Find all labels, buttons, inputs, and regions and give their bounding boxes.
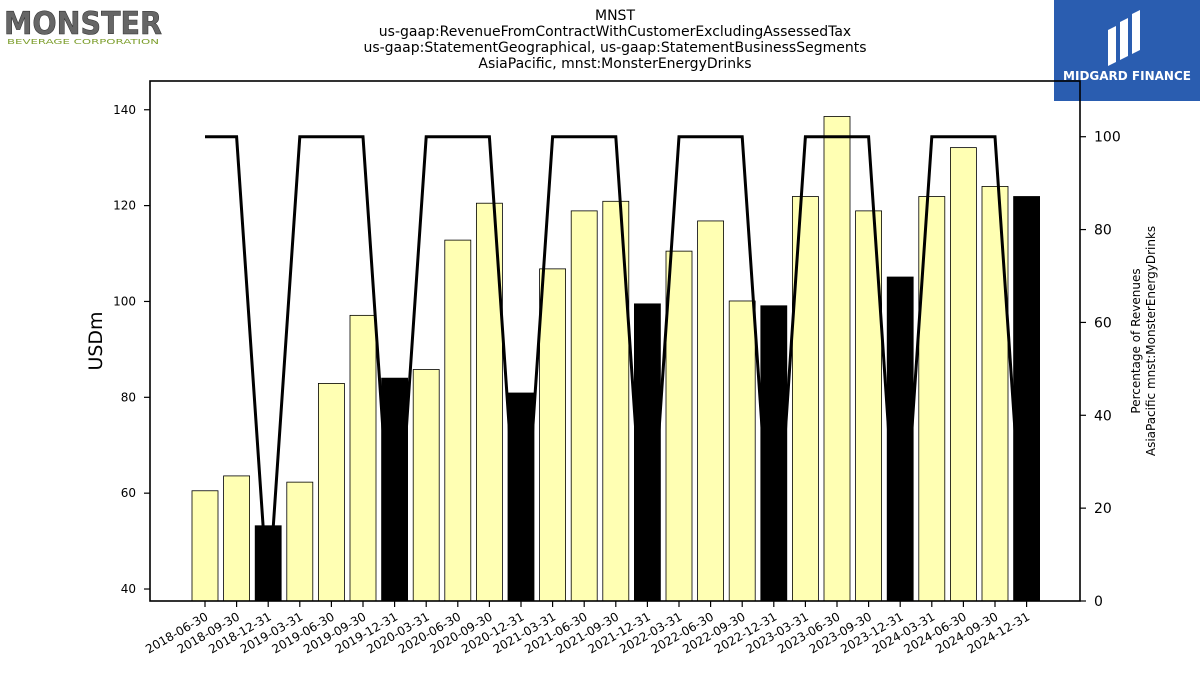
bar-2020-12-31 [507, 392, 535, 602]
bar-2023-12-31 [886, 276, 914, 602]
title-line-3: us-gaap:StatementGeographical, us-gaap:S… [363, 40, 867, 56]
y2-tick-label-20: 20 [1094, 501, 1112, 517]
bar-2023-06-30 [823, 116, 851, 602]
bar-2022-09-30 [728, 300, 756, 602]
x-axis-ticks: 2018-06-302018-09-302018-12-312019-03-31… [143, 601, 1032, 656]
bar-2020-03-31 [412, 369, 440, 602]
percentage-line [205, 135, 1029, 602]
plot-frame [149, 80, 1081, 602]
y2-tick-label-80: 80 [1094, 223, 1112, 239]
bar-2019-12-31 [381, 377, 409, 602]
monster-logo-subtitle: BEVERAGE CORPORATION [7, 38, 159, 46]
monster-beverage-logo: MONSTER BEVERAGE CORPORATION [4, 4, 164, 48]
bar-2019-09-30 [349, 314, 377, 602]
midgard-logo-mark [1108, 10, 1140, 66]
bar-2018-09-30 [223, 475, 251, 602]
bar-2021-03-31 [539, 268, 566, 602]
y-tick-label-60: 60 [121, 486, 136, 500]
right-axis-ticks: 0 20 40 60 80 100 [1080, 130, 1121, 610]
y-tick-label-80: 80 [121, 390, 136, 404]
bar-2022-06-30 [697, 220, 724, 602]
y2-tick-label-0: 0 [1094, 594, 1103, 610]
y-tick-label-40: 40 [121, 582, 136, 596]
y-tick-label-120: 120 [113, 199, 136, 213]
bar-2022-03-31 [665, 250, 693, 602]
bar-2019-06-30 [317, 383, 345, 602]
monster-logo-wordmark: MONSTER [4, 6, 162, 42]
midgard-finance-logo: MIDGARD FINANCE [1054, 0, 1200, 101]
bar-2019-03-31 [286, 481, 314, 602]
y-tick-label-100: 100 [113, 294, 136, 308]
y2-tick-label-100: 100 [1094, 130, 1121, 146]
y-axis-label: USDm [85, 311, 107, 370]
title-line-1: MNST [595, 8, 635, 24]
y2-axis-label-line2: AsiaPacific mnst:MonsterEnergyDrinks [1144, 226, 1158, 456]
bar-2024-12-31 [1013, 196, 1040, 602]
bar-2021-06-30 [570, 210, 598, 602]
bar-2024-06-30 [950, 147, 977, 602]
y2-tick-label-60: 60 [1094, 315, 1112, 331]
title-line-2: us-gaap:RevenueFromContractWithCustomerE… [378, 24, 852, 40]
midgard-logo-text: MIDGARD FINANCE [1063, 69, 1191, 83]
y-tick-label-140: 140 [113, 103, 136, 117]
bar-2018-06-30 [191, 490, 219, 602]
y2-tick-label-40: 40 [1094, 408, 1112, 424]
title-line-4: AsiaPacific, mnst:MonsterEnergyDrinks [478, 56, 752, 72]
left-axis-ticks: 40 60 80 100 120 140 [113, 103, 150, 596]
bar-series [191, 116, 1040, 602]
chart-title: MNST us-gaap:RevenueFromContractWithCust… [260, 8, 970, 72]
y2-axis-label-line1: Percentage of Revenues [1129, 268, 1143, 413]
bar-2020-06-30 [444, 239, 472, 602]
